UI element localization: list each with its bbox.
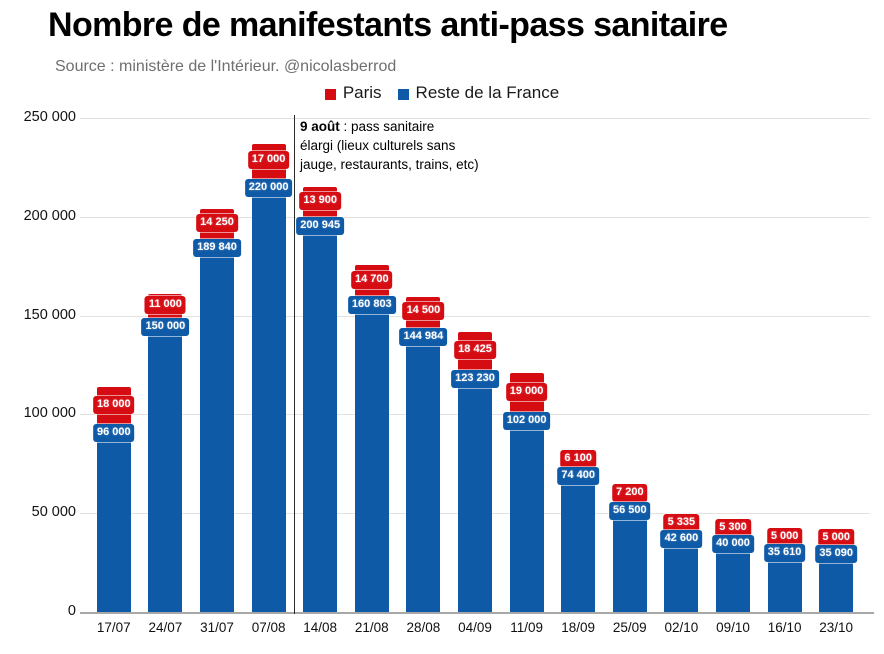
bar-value-label-paris: 5 335	[663, 513, 700, 532]
bar-value-label-paris: 14 250	[196, 213, 238, 232]
annotation-line3: jauge, restaurants, trains, etc)	[300, 157, 479, 172]
bar-value-label-paris: 6 100	[560, 449, 596, 468]
bar-value-label-reste-de-la-france: 74 400	[557, 466, 600, 485]
legend-label-reste-de-la-france: Reste de la France	[415, 83, 560, 102]
grid-line	[80, 118, 870, 119]
bar-value-label-paris: 11 000	[144, 295, 186, 314]
x-axis-tick-label: 28/08	[406, 620, 441, 635]
legend-item-paris: Paris	[324, 83, 382, 103]
bar-value-label-reste-de-la-france: 35 090	[815, 544, 858, 563]
bar-segment-reste-de-la-france	[458, 368, 492, 612]
bar-value-label-reste-de-la-france: 96 000	[92, 424, 135, 443]
chart-title: Nombre de manifestants anti-pass sanitai…	[48, 6, 728, 44]
y-axis-tick-label: 150 000	[23, 306, 76, 323]
bar-segment-reste-de-la-france	[200, 236, 234, 612]
x-axis-tick-label: 31/07	[200, 620, 234, 635]
bar-value-label-reste-de-la-france: 35 610	[763, 543, 806, 562]
bar-value-label-paris: 18 000	[92, 395, 135, 414]
bar-value-label-reste-de-la-france: 200 945	[296, 216, 345, 235]
x-axis-tick-label: 25/09	[612, 620, 647, 635]
legend: Paris Reste de la France	[0, 83, 884, 103]
x-axis-tick-label: 16/10	[767, 620, 802, 635]
x-axis-line	[80, 612, 874, 614]
bar-value-label-reste-de-la-france: 160 803	[347, 296, 396, 315]
x-axis-tick-label: 04/09	[458, 620, 492, 635]
bar-segment-reste-de-la-france	[251, 177, 286, 612]
legend-item-reste-de-la-france: Reste de la France	[397, 83, 560, 103]
bar-value-label-reste-de-la-france: 123 230	[451, 370, 499, 389]
annotation-line2: élargi (lieux culturels sans	[300, 138, 456, 153]
x-axis-tick-label: 17/07	[96, 620, 131, 635]
bar-segment-reste-de-la-france	[561, 464, 596, 612]
bar-value-label-reste-de-la-france: 220 000	[244, 179, 293, 198]
bar-value-label-reste-de-la-france: 56 500	[608, 502, 651, 521]
grid-line	[80, 216, 870, 218]
annotation-date-line	[294, 115, 295, 614]
legend-swatch-paris	[324, 88, 336, 100]
annotation-text: 9 août : pass sanitaire élargi (lieux cu…	[300, 117, 500, 174]
bar-value-label-paris: 14 500	[402, 302, 445, 321]
bar-segment-reste-de-la-france	[303, 214, 338, 612]
legend-swatch-reste-de-la-france	[397, 88, 409, 100]
x-axis-tick-label: 18/09	[561, 620, 596, 635]
bar-value-label-reste-de-la-france: 189 840	[193, 238, 241, 257]
bar-value-label-reste-de-la-france: 40 000	[712, 534, 754, 553]
x-axis-tick-label: 02/10	[664, 620, 699, 635]
bar-segment-reste-de-la-france	[354, 294, 389, 612]
x-axis-tick-label: 24/07	[148, 620, 183, 635]
bar-value-label-paris: 7 200	[612, 484, 648, 503]
bar-value-label-paris: 18 425	[454, 341, 496, 360]
bar-segment-reste-de-la-france	[148, 315, 183, 612]
bar-segment-reste-de-la-france	[509, 410, 544, 612]
annotation-date: 9 août	[300, 119, 340, 134]
bar-value-label-reste-de-la-france: 42 600	[660, 529, 703, 548]
bar-value-label-reste-de-la-france: 144 984	[399, 327, 448, 346]
y-axis-tick-label: 100 000	[23, 405, 76, 422]
y-axis-tick-label: 50 000	[31, 504, 76, 521]
x-axis-tick-label: 23/10	[819, 620, 854, 635]
annotation-line1: : pass sanitaire	[339, 119, 435, 134]
bar-value-label-reste-de-la-france: 150 000	[141, 317, 190, 336]
x-axis-tick-label: 14/08	[303, 620, 338, 635]
bar-value-label-paris: 5 300	[715, 518, 751, 537]
bar-value-label-paris: 13 900	[299, 192, 342, 211]
x-axis-tick-label: 11/09	[510, 620, 543, 635]
y-axis-tick-label: 200 000	[23, 207, 76, 224]
bar-value-label-paris: 14 700	[350, 270, 393, 289]
bar-value-label-paris: 5 000	[766, 527, 803, 546]
bar-value-label-paris: 19 000	[505, 382, 548, 401]
x-axis-tick-label: 09/10	[716, 620, 750, 635]
bar-value-label-reste-de-la-france: 102 000	[502, 412, 551, 431]
y-axis-tick-label: 0	[67, 603, 76, 619]
bar-value-label-paris: 17 000	[247, 151, 290, 170]
bar-value-label-paris: 5 000	[818, 528, 854, 547]
y-axis-tick-label: 250 000	[23, 109, 76, 125]
legend-label-paris: Paris	[342, 83, 382, 102]
grid-line	[80, 315, 870, 317]
x-axis-tick-label: 21/08	[354, 620, 389, 635]
bar-segment-reste-de-la-france	[96, 422, 131, 612]
chart-source: Source : ministère de l'Intérieur. @nico…	[55, 58, 397, 75]
x-axis-tick-label: 07/08	[251, 620, 286, 635]
bar-segment-reste-de-la-france	[406, 325, 441, 612]
